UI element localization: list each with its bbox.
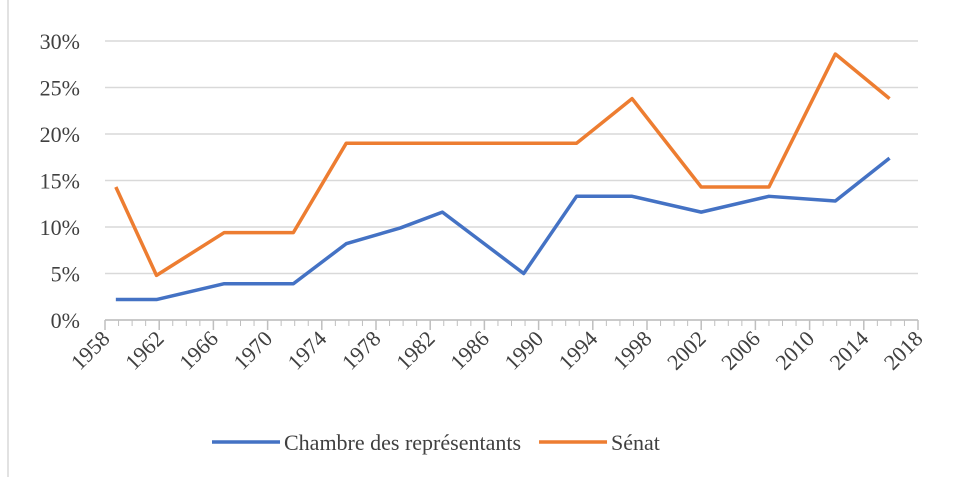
x-tick-label: 2002 — [662, 326, 711, 375]
y-tick-label: 20% — [40, 122, 80, 147]
x-tick-label: 1998 — [608, 326, 657, 375]
x-tick-label: 1990 — [499, 326, 548, 375]
y-tick-label: 15% — [40, 169, 80, 194]
x-tick-label: 1962 — [120, 326, 169, 375]
x-tick-label: 2006 — [716, 326, 765, 375]
series-line — [114, 52, 891, 278]
x-tick-label: 1978 — [337, 326, 386, 375]
legend-label: Chambre des représentants — [284, 430, 521, 455]
x-tick-label: 1982 — [391, 326, 440, 375]
x-tick-label: 1958 — [66, 326, 115, 375]
legend-label: Sénat — [611, 430, 660, 455]
x-tick-label: 1974 — [283, 326, 332, 375]
y-tick-label: 25% — [40, 76, 80, 101]
x-tick-label: 1966 — [174, 326, 223, 375]
y-tick-label: 30% — [40, 29, 80, 54]
x-tick-label: 2014 — [825, 326, 874, 375]
x-tick-label: 1986 — [445, 326, 494, 375]
y-tick-label: 10% — [40, 215, 80, 240]
series-line — [115, 156, 891, 302]
x-tick-label: 2018 — [879, 326, 928, 375]
y-tick-label: 0% — [51, 308, 80, 333]
x-tick-label: 1994 — [554, 326, 603, 375]
x-tick-label: 2010 — [770, 326, 819, 375]
x-tick-label: 1970 — [228, 326, 277, 375]
y-tick-label: 5% — [51, 262, 80, 287]
